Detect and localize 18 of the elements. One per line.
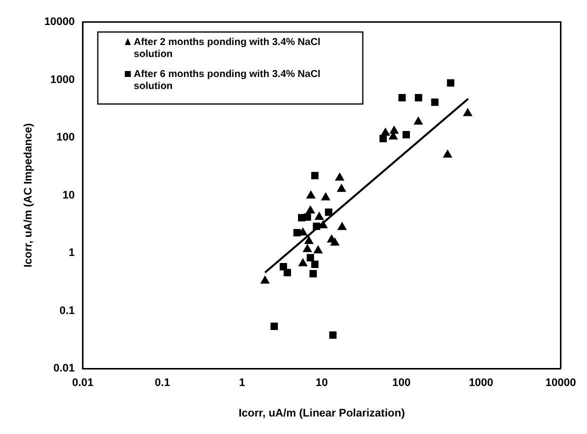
x-tick-label: 10000 [545, 377, 576, 390]
y-axis-title: Icorr, uA/m (AC Impedance) [22, 122, 35, 268]
y-tick-label: 10 [62, 189, 75, 202]
y-tick-label: 0.01 [53, 362, 75, 375]
legend-label: After 2 months ponding with 3.4% NaCl solution [134, 36, 321, 60]
x-axis-title: Icorr, uA/m (Linear Polarization) [238, 407, 406, 420]
y-tick-label: 100 [56, 132, 75, 144]
x-tick-label: 1000 [468, 377, 494, 390]
x-tick-label: 100 [392, 377, 411, 390]
y-tick-label: 1 [68, 247, 75, 260]
y-tick-label: 1000 [50, 74, 75, 86]
y-tick-label: 10000 [44, 16, 75, 28]
x-tick-label: 0.1 [154, 377, 170, 390]
x-tick-label: 10 [316, 377, 328, 390]
x-tick-label: 1 [239, 377, 246, 390]
x-tick-label: 0.01 [72, 377, 94, 390]
y-tick-label: 0.1 [59, 304, 75, 317]
legend-label: After 6 months ponding with 3.4% NaCl solution [134, 68, 321, 92]
